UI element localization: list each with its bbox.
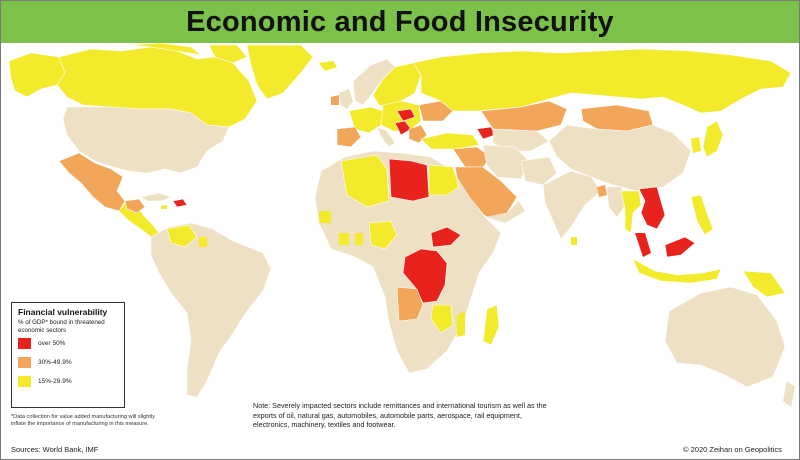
region-yemen-oman: [487, 201, 525, 223]
region-mozambique: [457, 311, 465, 337]
legend-swatch-red: [18, 338, 31, 349]
region-indonesia: [632, 258, 722, 284]
sources: Sources: World Bank, IMF: [11, 445, 99, 454]
credit: © 2020 Zeihan on Geopolitics: [683, 445, 782, 454]
legend-row-30-50: 30%-49.9%: [18, 357, 118, 368]
region-russia: [412, 48, 792, 114]
legend-swatch-orange: [18, 357, 31, 368]
region-algeria: [340, 154, 390, 208]
region-iceland: [319, 61, 337, 71]
region-libya: [388, 158, 430, 202]
legend-subtitle: % of GDP* bound in threatened economic s…: [18, 319, 105, 334]
region-myanmar: [607, 187, 625, 217]
legend-label: 15%-29.9%: [38, 378, 72, 385]
region-guyana: [199, 237, 207, 247]
region-australia: [664, 286, 786, 388]
map-title: Economic and Food Insecurity: [186, 5, 614, 38]
region-jamaica: [161, 205, 167, 209]
sector-note: Note: Severely impacted sectors include …: [253, 401, 547, 430]
region-cuba: [140, 192, 172, 202]
legend-swatch-yellow: [18, 376, 31, 387]
region-pakistan-afg: [520, 156, 558, 186]
region-sweden-finland: [372, 62, 422, 110]
region-honduras: [124, 198, 146, 214]
region-uk: [339, 89, 353, 109]
region-italy: [376, 126, 396, 148]
region-vietnam-cambodia: [638, 186, 666, 230]
region-spain: [336, 126, 362, 148]
region-ukraine: [418, 100, 454, 122]
region-madagascar: [482, 304, 500, 346]
region-west-africa-1: [319, 211, 331, 223]
region-canada-islands: [130, 43, 248, 64]
region-malaysia-borneo: [664, 236, 696, 258]
region-thailand: [620, 190, 642, 234]
legend-label: over 50%: [38, 340, 66, 347]
region-korea: [691, 137, 701, 153]
region-dominican-republic: [172, 198, 188, 208]
region-sri-lanka: [571, 237, 577, 245]
legend-title: Financial vulnerability: [18, 307, 108, 317]
region-angola: [396, 286, 424, 322]
region-greenland: [246, 44, 314, 100]
region-ghana: [355, 233, 363, 245]
legend-row-over-50: over 50%: [18, 338, 118, 349]
region-alaska: [8, 52, 66, 98]
region-zambia: [430, 304, 454, 334]
legend: Financial vulnerability % of GDP* bound …: [11, 302, 125, 408]
region-slovakia: [396, 108, 416, 122]
region-west-africa-2: [339, 233, 349, 245]
footnote: *Data collection for value added manufac…: [11, 414, 155, 427]
region-china: [548, 124, 692, 192]
region-central-asia: [492, 128, 550, 152]
region-iran: [482, 144, 530, 180]
region-nigeria: [368, 220, 398, 250]
region-venezuela: [166, 224, 198, 248]
region-india: [542, 170, 602, 240]
region-ireland: [331, 95, 339, 105]
legend-row-15-30: 15%-29.9%: [18, 376, 118, 387]
region-south-america: [150, 222, 272, 398]
region-turkey: [420, 132, 480, 150]
region-car: [430, 226, 462, 248]
region-new-zealand: [783, 381, 795, 407]
region-malaysia-peninsula: [635, 233, 651, 257]
region-usa: [62, 106, 230, 174]
region-philippines: [690, 194, 714, 236]
region-mongolia: [580, 104, 654, 132]
world-map: [8, 43, 795, 407]
region-congo-drc: [402, 248, 448, 304]
region-japan: [702, 120, 724, 158]
legend-label: 30%-49.9%: [38, 359, 72, 366]
title-bar: Economic and Food Insecurity: [1, 1, 799, 43]
region-egypt: [428, 164, 460, 196]
region-png: [742, 270, 786, 298]
region-armenia-georgia: [476, 126, 496, 140]
region-bangladesh: [597, 185, 607, 197]
